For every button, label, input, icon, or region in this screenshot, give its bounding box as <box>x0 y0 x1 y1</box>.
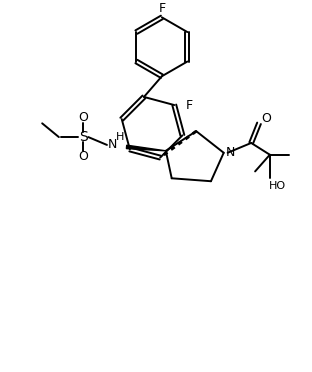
Text: O: O <box>78 150 88 163</box>
Text: O: O <box>78 111 88 124</box>
Text: HO: HO <box>269 181 286 191</box>
Polygon shape <box>126 145 166 151</box>
Text: N: N <box>108 138 118 151</box>
Text: F: F <box>185 99 193 112</box>
Text: O: O <box>261 112 271 125</box>
Text: H: H <box>115 132 124 142</box>
Text: F: F <box>158 2 165 15</box>
Text: S: S <box>79 130 88 144</box>
Text: N: N <box>226 146 235 159</box>
